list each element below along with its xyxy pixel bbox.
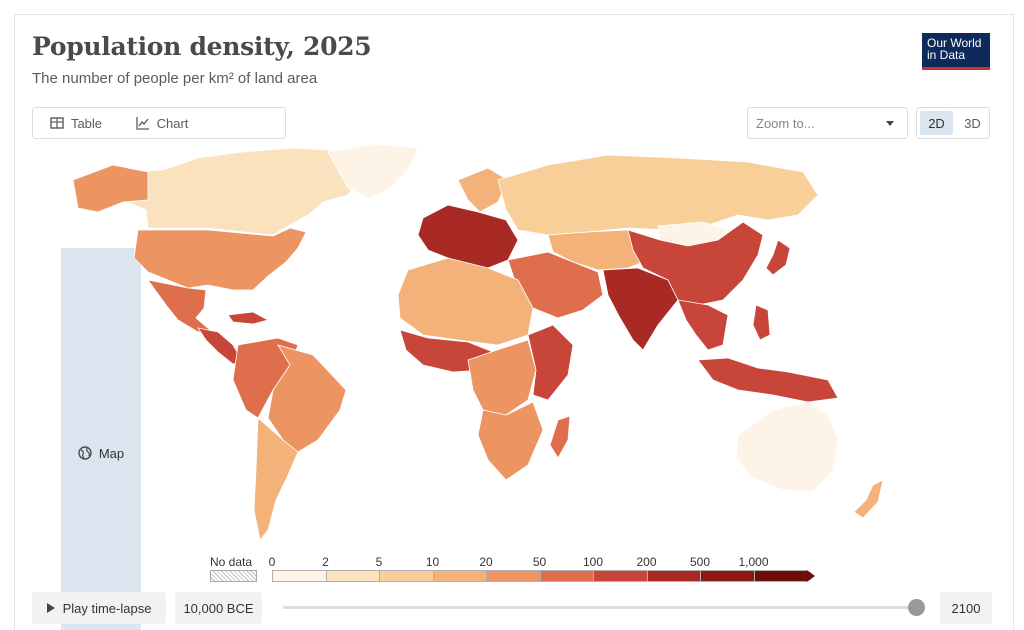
region-mexico[interactable] (147, 279, 211, 333)
legend-tick-label: 5 (375, 555, 383, 569)
legend-bin-swatch[interactable] (700, 570, 754, 582)
legend-tick-label: 0 (268, 555, 276, 569)
legend-no-data-label: No data (210, 555, 253, 569)
region-russia[interactable] (497, 154, 819, 236)
region-australia[interactable] (735, 401, 839, 493)
timeline-slider-handle[interactable] (908, 599, 925, 616)
region-philippines[interactable] (752, 304, 771, 341)
owid-logo[interactable]: Our World in Data (922, 33, 990, 70)
region-new-zealand[interactable] (853, 479, 884, 519)
region-central-africa[interactable] (467, 339, 537, 416)
legend-bin-swatch[interactable] (486, 570, 540, 582)
region-india[interactable] (602, 267, 679, 351)
legend-tick-label: 100 (582, 555, 604, 569)
timeline-end-button[interactable]: 2100 (940, 592, 992, 624)
world-map[interactable] (28, 140, 988, 550)
region-southeast-asia[interactable] (677, 299, 729, 351)
logo-line-2: in Data (927, 48, 966, 62)
region-united-states[interactable] (133, 227, 307, 291)
legend-tick-label: 10 (425, 555, 440, 569)
region-argentina[interactable] (253, 417, 299, 541)
legend-bin-swatch[interactable] (272, 570, 326, 582)
region-scandinavia[interactable] (457, 167, 509, 213)
view-tabs: Table Map Chart (32, 107, 286, 630)
region-east-africa[interactable] (527, 324, 574, 401)
tab-map-label: Map (98, 445, 125, 461)
play-timelapse-button[interactable]: Play time-lapse (32, 592, 166, 624)
legend-bin-swatch[interactable] (379, 570, 433, 582)
region-indonesia[interactable] (697, 357, 839, 403)
logo-line-1: Our World (927, 36, 982, 50)
legend-arrow-icon (807, 570, 815, 582)
region-southern-africa[interactable] (477, 401, 544, 481)
legend-bin-swatch[interactable] (325, 570, 379, 582)
timeline-start-button[interactable]: 10,000 BCE (175, 592, 262, 624)
region-greenland[interactable] (327, 143, 419, 199)
projection-toggle: 2D 3D (916, 107, 990, 139)
legend-tick-label: 1,000 (738, 555, 769, 569)
play-label: Play time-lapse (62, 600, 152, 616)
zoom-select[interactable]: Zoom to... (747, 107, 908, 139)
play-icon (46, 603, 55, 613)
legend-tick-label: 2 (322, 555, 329, 569)
page-title: Population density, 2025 (32, 32, 372, 61)
globe-icon (78, 446, 92, 460)
legend-tick-label: 20 (479, 555, 493, 569)
tab-table[interactable]: Table (33, 108, 119, 138)
tab-chart[interactable]: Chart (119, 108, 205, 138)
page-subtitle: The number of people per km² of land are… (32, 70, 318, 87)
legend-no-data-swatch (210, 570, 257, 582)
caret-down-icon (886, 121, 894, 126)
tab-table-label: Table (70, 115, 103, 131)
zoom-placeholder: Zoom to... (756, 116, 815, 131)
line-chart-icon (135, 117, 149, 130)
legend-bin-swatch[interactable] (646, 570, 700, 582)
legend-bin-swatch[interactable] (753, 570, 807, 582)
toggle-2d[interactable]: 2D (920, 111, 953, 135)
legend-tick-label: 500 (689, 555, 711, 569)
region-north-africa[interactable] (397, 257, 534, 346)
tab-map[interactable]: Map (61, 248, 141, 630)
tab-chart-label: Chart (156, 115, 189, 131)
region-europe-west[interactable] (417, 204, 519, 269)
legend-tick-label: 50 (532, 555, 547, 569)
region-madagascar[interactable] (549, 415, 571, 459)
toggle-3d[interactable]: 3D (964, 115, 981, 131)
region-china[interactable] (627, 221, 764, 306)
region-alaska[interactable] (72, 164, 149, 213)
legend-bin-swatch[interactable] (432, 570, 486, 582)
legend-tick-label: 200 (636, 555, 657, 569)
map-legend: No data 0 2 5 10 20 50 100 200 500 1,000 (205, 553, 825, 585)
legend-bin-swatch[interactable] (593, 570, 647, 582)
region-caribbean[interactable] (227, 311, 270, 325)
region-north-america-north[interactable] (77, 147, 364, 236)
legend-bin-swatch[interactable] (539, 570, 593, 582)
region-japan[interactable] (765, 239, 791, 276)
timeline-slider-track[interactable] (283, 606, 919, 609)
table-icon (50, 117, 64, 129)
